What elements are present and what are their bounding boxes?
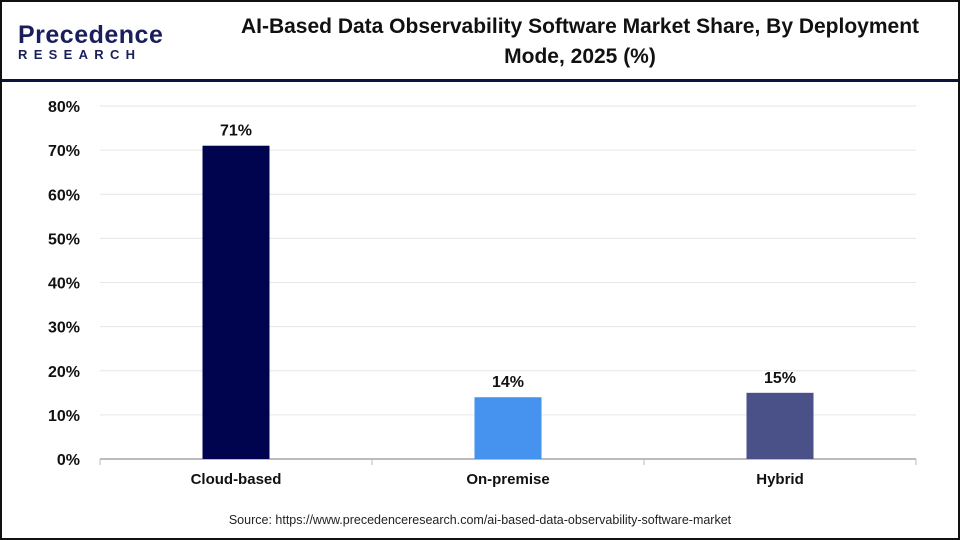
x-tick-label: Hybrid [756, 471, 804, 488]
y-tick-label: 40% [48, 276, 80, 293]
y-tick-label: 60% [48, 187, 80, 204]
bar-hybrid [746, 392, 814, 459]
chart-title: AI-Based Data Observability Software Mar… [240, 15, 920, 68]
precedence-research-logo: Precedence RESEARCH [18, 21, 164, 62]
y-tick-label: 10% [48, 408, 80, 425]
x-tick-label: Cloud-based [191, 471, 282, 488]
y-tick-label: 30% [48, 320, 80, 337]
y-tick-label: 80% [48, 99, 80, 116]
source-note: Source: https://www.precedenceresearch.c… [228, 513, 732, 527]
bar-cloud-based [202, 145, 270, 459]
header-divider [2, 79, 958, 82]
logo-line2: RESEARCH [18, 47, 142, 62]
bar-on-premise [474, 397, 542, 459]
data-label: 14% [492, 374, 524, 391]
y-tick-label: 70% [48, 143, 80, 160]
y-tick-label: 50% [48, 231, 80, 248]
y-tick-label: 20% [48, 364, 80, 381]
logo-line1: Precedence [18, 21, 164, 49]
x-tick-label: On-premise [466, 471, 549, 488]
y-tick-label: 0% [57, 452, 80, 469]
data-label: 15% [764, 370, 796, 387]
data-label: 71% [220, 123, 252, 140]
